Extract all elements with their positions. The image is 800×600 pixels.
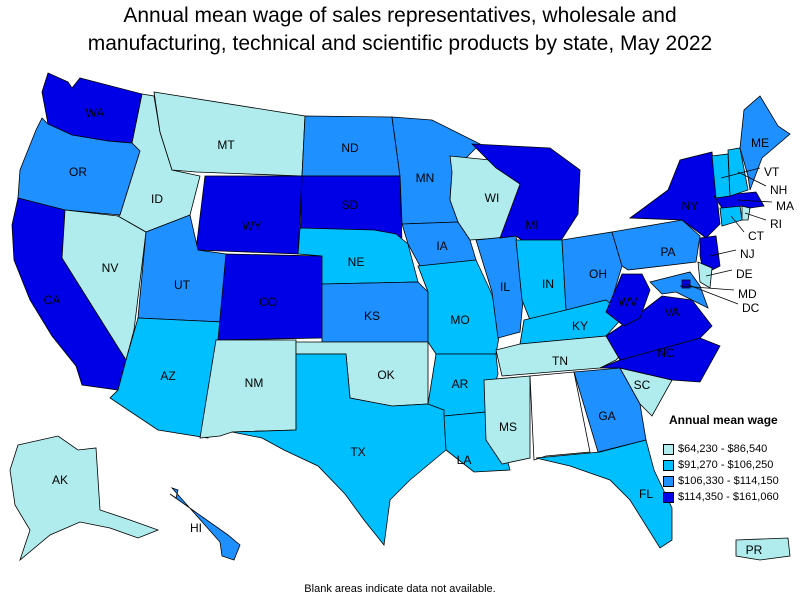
legend-swatch-3 [663, 475, 674, 487]
state-al [529, 371, 591, 461]
state-label-pa: PA [660, 245, 675, 259]
state-label-wi: WI [485, 191, 500, 205]
state-label-hi: HI [190, 521, 202, 535]
state-label-oh: OH [589, 267, 607, 281]
state-ga [573, 367, 647, 453]
page-title: Annual mean wage of sales representative… [0, 2, 800, 58]
state-label-pr: PR [746, 543, 763, 557]
legend-label-1: $64,230 - $86,540 [678, 443, 768, 455]
state-label-co: CO [259, 295, 277, 309]
callout-line-ma [736, 199, 773, 203]
state-label-ky: KY [572, 319, 588, 333]
state-label-mo: MO [450, 313, 469, 327]
legend-label-4: $114,350 - $161,060 [678, 491, 779, 503]
callout-line-nj [709, 249, 737, 257]
state-wy [195, 175, 303, 255]
state-in [515, 239, 567, 321]
state-label-wa: WA [86, 106, 105, 120]
state-label-nd: ND [341, 141, 359, 155]
legend-swatch-1 [663, 443, 674, 455]
state-label-tx: TX [350, 445, 365, 459]
state-label-ga: GA [598, 409, 615, 423]
state-label-or: OR [69, 165, 87, 179]
state-tx [231, 353, 447, 546]
legend-swatch-4 [663, 491, 674, 503]
callout-line-dc [685, 283, 739, 305]
state-label-md: MD [738, 287, 757, 301]
state-label-il: IL [500, 280, 510, 294]
footnote: Blank areas indicate data not available. [304, 583, 496, 595]
state-label-nj: NJ [740, 247, 755, 261]
state-wv [605, 273, 651, 327]
title-line-2: manufacturing, technical and scientific … [87, 32, 713, 55]
state-hi [169, 487, 241, 561]
state-label-wy: WY [242, 219, 261, 233]
legend-item: $91,270 - $106,250 [663, 457, 800, 473]
state-pa [611, 219, 701, 271]
state-label-id: ID [151, 192, 163, 206]
callout-line-nh [737, 171, 767, 187]
state-ms [483, 375, 531, 465]
legend-label-2: $91,270 - $106,250 [678, 459, 774, 471]
title-line-1: Annual mean wage of sales representative… [123, 4, 677, 27]
state-label-ut: UT [174, 278, 191, 292]
state-pr [735, 537, 791, 561]
state-label-me: ME [751, 136, 769, 150]
state-label-sc: SC [634, 378, 651, 392]
legend-title: Annual mean wage [669, 413, 778, 427]
state-label-fl: FL [639, 487, 653, 501]
state-label-la: LA [457, 453, 472, 467]
state-label-wv: WV [618, 295, 637, 309]
state-label-ne: NE [348, 255, 365, 269]
legend-item: $64,230 - $86,540 [663, 441, 800, 457]
state-label-ri: RI [770, 217, 782, 231]
state-label-de: DE [736, 267, 753, 281]
callout-line-ri [744, 212, 767, 221]
state-ak [9, 435, 160, 562]
state-label-ks: KS [364, 309, 380, 323]
state-label-ma: MA [776, 199, 794, 213]
state-label-nv: NV [102, 261, 119, 275]
state-label-vt: VT [764, 165, 780, 179]
legend-item: $114,350 - $161,060 [663, 489, 800, 505]
state-label-sd: SD [342, 198, 359, 212]
state-label-ny: NY [682, 199, 699, 213]
state-label-mi: MI [525, 218, 538, 232]
state-mt [153, 91, 306, 177]
state-label-ca: CA [44, 293, 61, 307]
state-label-dc: DC [742, 301, 760, 315]
legend-label-3: $106,330 - $114,150 [678, 475, 779, 487]
state-label-nh: NH [770, 183, 787, 197]
state-label-in: IN [542, 277, 554, 291]
state-label-va: VA [664, 305, 679, 319]
state-label-ak: AK [52, 473, 68, 487]
state-label-az: AZ [160, 369, 175, 383]
callout-line-ct [730, 215, 745, 233]
callout-line-md [679, 285, 735, 291]
callout-line-de [705, 269, 733, 277]
legend-item: $106,330 - $114,150 [663, 473, 800, 489]
state-label-mt: MT [217, 138, 235, 152]
state-label-ok: OK [377, 368, 394, 382]
legend-swatch-2 [663, 459, 674, 471]
legend: Annual mean wage $64,230 - $86,540 $91,2… [663, 413, 800, 505]
state-label-tn: TN [552, 354, 568, 368]
state-fl [535, 439, 673, 549]
state-label-mn: MN [416, 171, 435, 185]
state-label-ct: CT [748, 229, 765, 243]
state-me [739, 95, 791, 191]
state-md [649, 271, 709, 309]
state-label-nm: NM [245, 376, 264, 390]
state-label-nc: NC [657, 346, 675, 360]
state-label-ms: MS [499, 420, 517, 434]
state-label-ar: AR [452, 377, 469, 391]
state-label-ia: IA [436, 239, 447, 253]
